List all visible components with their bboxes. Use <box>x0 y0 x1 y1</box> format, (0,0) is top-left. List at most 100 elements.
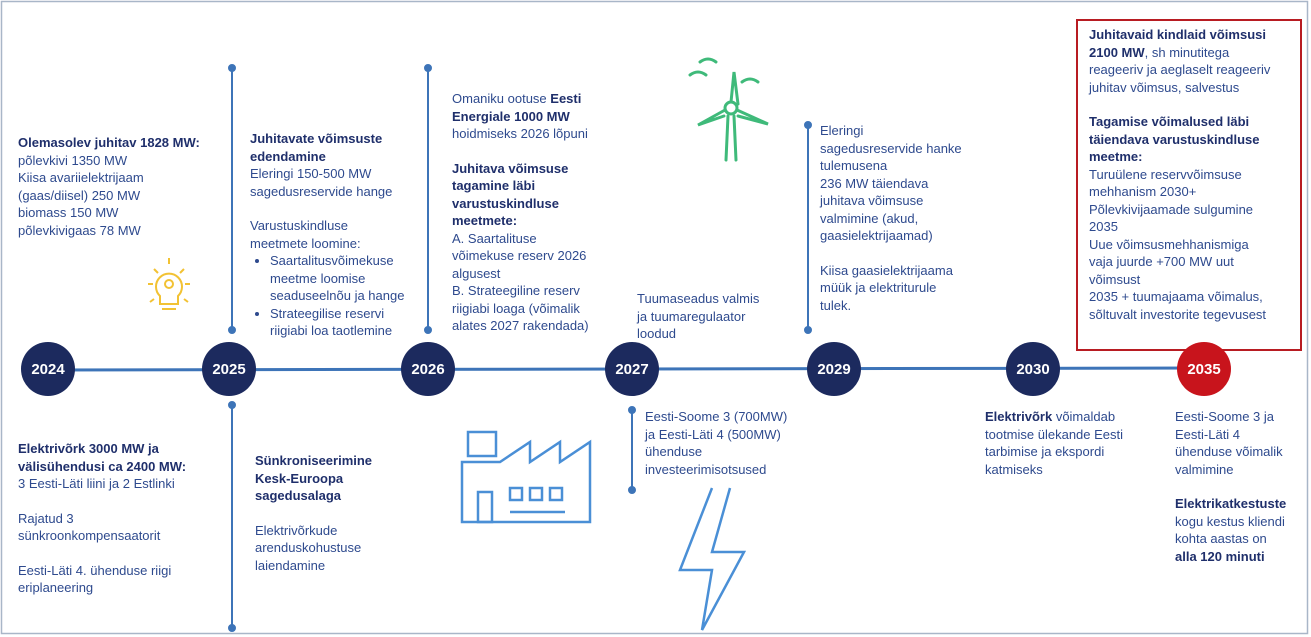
text-run: ja tuumaregulaator <box>637 308 746 324</box>
paragraph: Kiisa gaasielektrijaama müük ja elektritu… <box>820 262 962 315</box>
text-line: põlevkivigaas 78 MW <box>18 222 200 240</box>
text-line: sagedusalaga <box>255 487 372 505</box>
text-run: kohta aastas on <box>1175 531 1267 546</box>
text-run: müük ja elektriturule <box>820 280 937 295</box>
text-run: Juhitava võimsuse <box>452 160 569 176</box>
paragraph: Juhitavate võimsuste edendamine Eleringi 1… <box>250 130 404 200</box>
paragraph: Elektrivõrk võimaldab tootmise ülekande E… <box>985 408 1123 478</box>
text-run: Kiisa avariielektrijaam <box>18 170 144 185</box>
text-run: Eesti-Soome 3 ja <box>1175 409 1274 424</box>
text-line: hoidmiseks 2026 lõpuni <box>452 125 589 143</box>
year-label: 2025 <box>212 361 245 378</box>
text-line: tulemusena <box>820 157 962 175</box>
text-line: 3 Eesti-Läti liini ja 2 Estlinki <box>18 475 186 493</box>
text-line: Kiisa gaasielektrijaama <box>820 262 962 280</box>
text-run: võimaldab <box>1052 409 1116 424</box>
text-line: meetmete loomine: <box>250 235 404 253</box>
text-run: hoidmiseks 2026 lõpuni <box>452 126 588 141</box>
paragraph: Eesti-Soome 3 (700MW) ja Eesti-Läti 4 (50… <box>645 408 787 478</box>
text-line: vaja juurde +700 MW uut <box>1089 253 1270 271</box>
text-run: (gaas/diisel) 250 MW <box>18 187 141 203</box>
text-run: meetme loomise <box>270 270 366 286</box>
text-line: seaduseelnõu ja hange <box>270 287 404 305</box>
text-line: Sünkroniseerimine <box>255 452 372 470</box>
lightning-icon <box>678 487 747 631</box>
text-line: Juhitavaid kindlaid võimsusi <box>1089 26 1270 44</box>
text-run: Sünkroniseerimine <box>255 453 373 468</box>
year-circle <box>807 342 861 396</box>
text-line: välisühendusi ca 2400 MW: <box>18 458 186 476</box>
bullet <box>255 259 259 263</box>
text-block: Eesti-Soome 3 ja Eesti-Läti 4 ühenduse või… <box>1175 408 1286 582</box>
text-run: loodud <box>637 326 677 341</box>
text-line: ühenduse võimalik <box>1175 443 1286 461</box>
text-line: reageeriv ja aeglaselt reageeriv <box>1089 61 1270 79</box>
text-run: meetmete: <box>452 213 518 228</box>
text-run: vaja juurde +700 MW uut <box>1089 254 1234 269</box>
text-line: A. Saartalituse <box>452 230 589 248</box>
text-run: 2035 <box>1089 219 1118 234</box>
text-run: Elektrivõrk <box>985 409 1053 424</box>
text-line: sünkroonkompensaatorit <box>18 527 186 545</box>
text-line: sõltuvalt investorite tegevusest <box>1089 306 1270 324</box>
year-circle <box>202 342 256 396</box>
text-block: Elektrivõrk 3000 MW ja välisühendusi ca 2… <box>18 440 186 614</box>
year-circle <box>21 342 75 396</box>
year-node: 2026 <box>401 342 455 396</box>
text-line: tarbimise ja ekspordi <box>985 443 1123 461</box>
year-label: 2026 <box>411 361 444 378</box>
text-run: Eesti-Läti 4. ühenduse riigi <box>18 562 172 578</box>
text-run: riigiabi loa taotlemine <box>270 323 393 338</box>
text-line: valmimine (akud, <box>820 210 962 228</box>
text-run: algusest <box>452 265 501 281</box>
text-run: Eleringi <box>820 123 864 138</box>
text-line: alla 120 minuti <box>1175 548 1286 566</box>
bullet-item: Strateegilise reservi riigiabi loa taotle… <box>250 305 404 340</box>
paragraph: Eleringi sagedusreservide hanke tulemusena… <box>820 122 962 245</box>
text-line: juhitava võimsuse <box>820 192 962 210</box>
text-line: Kiisa avariielektrijaam <box>18 169 200 187</box>
text-run: kogu kestus kliendi <box>1175 513 1285 529</box>
text-run: sagedusreservide hange <box>250 183 393 199</box>
text-run: Tuumaseadus valmis <box>637 291 760 306</box>
text-line: laiendamine <box>255 557 372 575</box>
text-line: Saartalitusvõimekuse <box>270 252 404 270</box>
text-run: meetmete loomine: <box>250 235 361 251</box>
year-circle <box>1177 342 1231 396</box>
text-run: Juhitavate võimsuste <box>250 131 383 146</box>
text-line: sagedusreservide hanke <box>820 140 962 158</box>
paragraph: Varustuskindluse meetmete loomine: Saartal… <box>250 217 404 340</box>
text-line: Elektrivõrk võimaldab <box>985 408 1123 426</box>
text-run: Tagamise võimalused läbi <box>1089 114 1250 129</box>
text-line: Uue võimsusmehhanismiga <box>1089 236 1270 254</box>
text-run: arenduskohustuse <box>255 540 362 555</box>
factory-icon <box>460 430 592 524</box>
year-label: 2030 <box>1016 361 1049 378</box>
text-run: juhitava võimsuse <box>820 193 924 208</box>
text-line: võimsust <box>1089 271 1270 289</box>
text-block: Juhitavaid kindlaid võimsusi 2100 MW, sh … <box>1089 26 1270 340</box>
text-run: eriplaneering <box>18 580 94 595</box>
text-run: reageeriv ja aeglaselt reageeriv <box>1089 62 1271 77</box>
text-run: Elektrikatkestuste <box>1175 496 1287 511</box>
text-run: Eesti <box>550 91 582 106</box>
paragraph: Omaniku ootuse Eesti Energiale 1000 MW hoi… <box>452 90 589 143</box>
text-line: võimekuse reserv 2026 <box>452 247 589 265</box>
text-run: gaasielektrijaamad) <box>820 228 933 243</box>
year-node: 2029 <box>807 342 861 396</box>
text-run: Eesti-Läti 4 <box>1175 426 1241 442</box>
text-line: Juhitavate võimsuste <box>250 130 404 148</box>
text-run: täiendava varustuskindluse <box>1089 131 1260 147</box>
text-run: katmiseks <box>985 461 1043 477</box>
text-line: meetme: <box>1089 148 1270 166</box>
text-run: Uue võimsusmehhanismiga <box>1089 236 1249 252</box>
text-line: tulek. <box>820 297 962 315</box>
text-run: Strateegilise reservi <box>270 305 385 321</box>
text-line: riigiabi loaga (võimalik <box>452 300 589 318</box>
text-run: valmimine <box>1175 461 1234 477</box>
text-line: Kesk-Euroopa <box>255 470 372 488</box>
text-run: varustuskindluse <box>452 195 559 211</box>
paragraph: Tagamise võimalused läbi täiendava varust… <box>1089 113 1270 323</box>
text-run: meetme: <box>1089 149 1143 164</box>
text-line: ja Eesti-Läti 4 (500MW) <box>645 426 787 444</box>
